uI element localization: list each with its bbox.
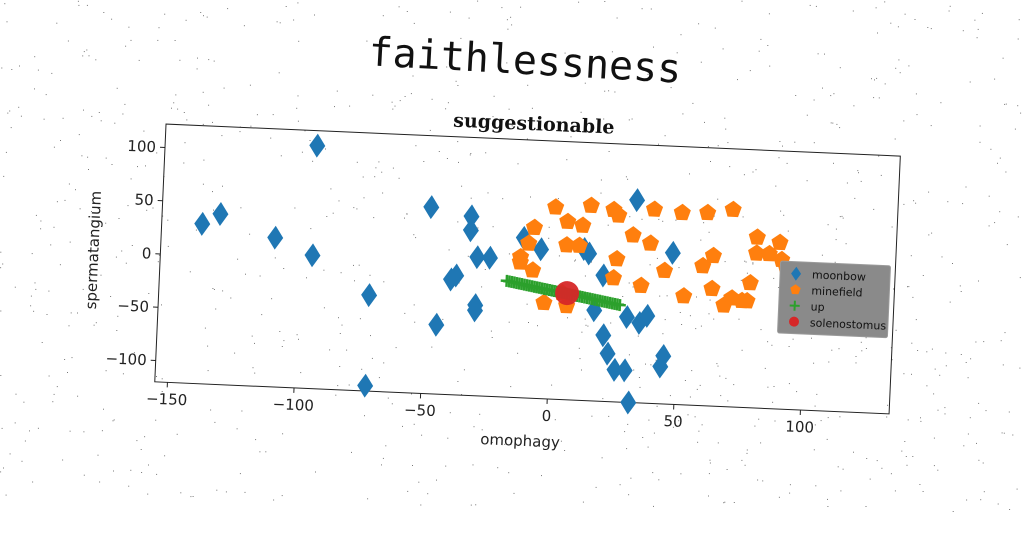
data-point	[675, 287, 693, 304]
x-tick-label: 0	[541, 407, 551, 425]
x-axis-ticks: −150 −100 −50 0 50 100	[146, 381, 815, 436]
data-point	[771, 233, 789, 250]
noise-dot	[905, 14, 906, 15]
data-point	[748, 228, 766, 245]
data-point	[304, 243, 321, 268]
noise-dot	[6, 495, 7, 496]
data-point	[616, 358, 633, 383]
data-point	[559, 212, 577, 229]
noise-dot	[1, 68, 2, 69]
y-tick-label: −50	[117, 297, 149, 316]
data-point	[724, 200, 742, 217]
y-axis-label: spermatangium	[82, 190, 105, 309]
data-point	[462, 218, 479, 243]
plot-marks	[187, 128, 883, 425]
noise-dot	[810, 5, 811, 6]
x-tick-label: 50	[663, 412, 683, 431]
data-point	[428, 312, 445, 337]
noise-dot	[982, 13, 983, 14]
data-point	[309, 133, 326, 158]
x-tick-label: 100	[785, 417, 814, 436]
data-point	[423, 195, 440, 220]
data-point	[620, 390, 637, 415]
data-point	[624, 226, 642, 243]
noise-dot	[853, 11, 854, 12]
noise-dot	[1017, 489, 1018, 490]
legend-label: minefield	[811, 284, 863, 299]
data-point	[267, 225, 284, 250]
data-point	[608, 250, 626, 267]
data-point	[703, 279, 721, 296]
data-point	[555, 281, 580, 306]
noise-dot	[1019, 19, 1020, 20]
noise-dot	[816, 6, 817, 7]
data-point	[629, 188, 646, 213]
noise-dot	[604, 1, 605, 2]
data-point	[656, 261, 674, 278]
data-point	[361, 283, 378, 308]
axes-title: suggestionable	[453, 110, 615, 139]
data-point	[582, 196, 600, 213]
series-minefield	[510, 191, 803, 323]
data-point	[481, 245, 498, 270]
y-tick-label: 0	[141, 244, 151, 262]
x-tick-label: −150	[146, 389, 188, 409]
data-point	[664, 241, 681, 266]
noise-dot	[7, 21, 8, 22]
y-tick-label: 50	[134, 191, 154, 210]
data-point	[673, 203, 691, 220]
x-axis-label: omophagy	[480, 430, 560, 451]
series-solenostomus	[555, 281, 580, 306]
x-tick-label: −50	[404, 401, 436, 420]
data-point	[574, 216, 592, 233]
noise-dot	[4, 3, 5, 4]
noise-dot	[949, 11, 950, 12]
data-point	[632, 276, 650, 293]
data-point	[547, 198, 565, 215]
x-tick-label: −100	[272, 395, 314, 415]
data-point	[642, 234, 660, 251]
data-point	[646, 200, 664, 217]
noise-dot	[950, 6, 951, 7]
data-point	[212, 202, 229, 227]
y-tick-label: −100	[105, 349, 147, 369]
data-point	[194, 211, 211, 236]
y-tick-label: 100	[127, 137, 156, 156]
noise-dot	[876, 7, 877, 8]
legend-label: up	[810, 300, 825, 314]
data-point	[357, 373, 374, 398]
data-point	[741, 274, 759, 291]
data-point	[618, 305, 635, 330]
legend-label: moonbow	[812, 268, 866, 283]
noise-dot	[884, 1, 885, 2]
data-point	[699, 203, 717, 220]
noise-dot	[742, 1, 743, 2]
